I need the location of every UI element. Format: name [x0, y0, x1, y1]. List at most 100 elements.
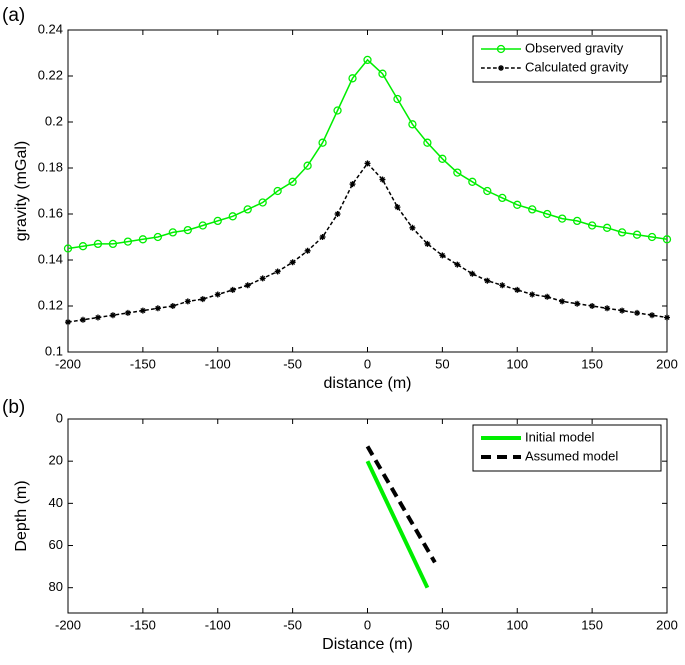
marker [394, 204, 401, 211]
marker [94, 314, 101, 321]
marker [587, 221, 597, 230]
marker [664, 314, 670, 321]
x-tick-label: 200 [656, 356, 678, 371]
marker [499, 282, 506, 289]
marker [304, 247, 311, 254]
marker [363, 55, 372, 65]
x-tick-label: 100 [506, 617, 528, 632]
marker [559, 298, 566, 305]
legend-box [472, 424, 662, 472]
x-tick-label: -50 [283, 356, 302, 371]
marker [273, 186, 282, 196]
marker [408, 120, 417, 129]
marker [244, 282, 251, 289]
marker [333, 106, 342, 115]
marker [409, 224, 416, 231]
series-line [365, 460, 430, 589]
legend-label: Observed gravity [525, 40, 624, 55]
y-tick-label: 0.1 [45, 343, 63, 358]
panel-label: (a) [2, 5, 25, 26]
marker [63, 244, 73, 253]
marker [438, 154, 447, 163]
marker [259, 275, 266, 282]
marker [379, 176, 386, 183]
legend-label: Initial model [525, 429, 594, 444]
marker [483, 186, 492, 196]
marker [439, 252, 446, 259]
marker [93, 239, 103, 249]
marker [423, 138, 432, 147]
marker [513, 200, 522, 209]
x-tick-label: -150 [130, 617, 156, 632]
y-tick-label: 0.22 [38, 67, 63, 82]
marker [168, 228, 177, 237]
legend-label: Calculated gravity [525, 59, 629, 74]
marker [514, 286, 521, 293]
marker [153, 232, 163, 242]
legend-marker [496, 44, 506, 54]
marker [78, 242, 88, 251]
marker [484, 277, 491, 284]
marker [79, 316, 86, 323]
marker [124, 309, 131, 316]
marker [589, 303, 596, 309]
marker [468, 177, 477, 186]
y-tick-label: 80 [49, 579, 63, 594]
marker [258, 198, 267, 207]
y-tick-label: 20 [49, 453, 63, 468]
marker [647, 232, 657, 242]
marker [183, 225, 192, 235]
marker [528, 205, 537, 214]
y-tick-label: 0.18 [38, 159, 63, 174]
y-tick-label: 0.12 [38, 297, 63, 312]
marker [139, 307, 146, 314]
marker [498, 193, 507, 203]
marker [169, 303, 176, 309]
marker [348, 74, 357, 83]
marker [617, 228, 627, 237]
x-tick-label: -100 [205, 356, 231, 371]
legend: Initial model Assumed model [472, 424, 662, 472]
y-tick-label: 0.24 [38, 21, 63, 36]
marker [424, 240, 431, 247]
x-tick-label: -150 [130, 356, 156, 371]
marker [349, 181, 356, 188]
legend-marker [498, 65, 504, 71]
marker [138, 235, 148, 244]
x-tick-label: 200 [656, 617, 678, 632]
y-tick-label: 40 [49, 495, 63, 510]
x-tick-label: 0 [364, 356, 371, 371]
marker [619, 307, 626, 314]
panel-label: (b) [2, 397, 25, 418]
marker [604, 305, 611, 312]
marker [303, 161, 312, 170]
marker [454, 261, 461, 268]
marker [243, 205, 252, 214]
x-tick-label: 100 [506, 356, 528, 371]
legend-label: Assumed model [525, 448, 618, 463]
x-tick-label: -100 [205, 617, 231, 632]
marker [228, 212, 237, 221]
marker [108, 239, 118, 249]
marker [574, 300, 581, 307]
marker [334, 211, 341, 217]
marker [393, 94, 402, 104]
x-tick-label: -50 [283, 617, 302, 632]
marker [199, 296, 206, 303]
marker [469, 270, 476, 277]
y-tick-label: 0.14 [38, 251, 63, 266]
x-tick-label: 0 [364, 617, 371, 632]
marker [558, 214, 567, 223]
y-tick-label: 60 [49, 537, 63, 552]
x-tick-label: 50 [435, 617, 449, 632]
marker [65, 319, 71, 326]
x-tick-label: 150 [581, 617, 603, 632]
marker [529, 291, 536, 298]
plot-area [67, 29, 668, 353]
x-tick-label: 50 [435, 356, 449, 371]
series-line [365, 445, 437, 564]
x-axis-label: Distance (m) [322, 636, 413, 653]
marker [123, 237, 133, 246]
